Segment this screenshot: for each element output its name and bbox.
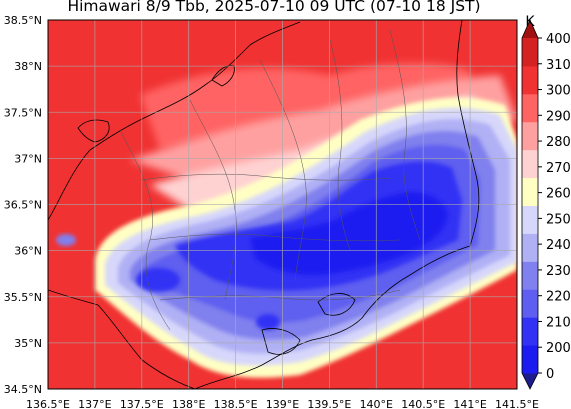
lat-tick-label: 37.5°N <box>4 106 42 119</box>
lon-tick-label: 139°E <box>266 398 299 409</box>
graticule <box>48 20 517 389</box>
lon-tick-label: 137°E <box>78 398 111 409</box>
colorbar-tick-label: 200 <box>546 341 571 356</box>
colorbar-tick-label: 230 <box>546 264 571 279</box>
colorbar-segment <box>522 317 538 346</box>
colorbar-segment <box>522 38 538 67</box>
colorbar-segment <box>522 289 538 318</box>
lat-tick-label: 38°N <box>14 60 42 73</box>
lon-tick-label: 140.5°E <box>401 398 445 409</box>
colorbar-unit-label: K <box>525 14 535 30</box>
lon-tick-label: 141°E <box>453 398 486 409</box>
lat-tick-label: 35.5°N <box>4 291 42 304</box>
lat-tick-label: 38.5°N <box>4 14 42 27</box>
lat-tick-label: 35°N <box>14 337 42 350</box>
colorbar-segment <box>522 93 538 123</box>
colorbar-tick-label: 260 <box>546 187 571 202</box>
colorbar-tick-label: 270 <box>546 161 571 176</box>
colorbar-tick-label: 400 <box>546 32 571 47</box>
colorbar-extend-high <box>522 20 538 38</box>
colorbar-extend-low <box>522 373 538 389</box>
colorbar-tick-label: 210 <box>546 315 571 330</box>
colorbar-tick-label: 300 <box>546 84 571 99</box>
lon-tick-label: 141.5°E <box>495 398 539 409</box>
colorbar: 0 200 210 220 230 240 250 260 270 280 290 300 310 400 <box>521 19 571 390</box>
lat-tick-label: 37°N <box>14 152 42 165</box>
longitude-ticks: 136.5°E 137°E 137.5°E 138°E 138.5°E 139°E 139.… <box>26 398 539 409</box>
colorbar-segment <box>522 261 538 290</box>
colorbar-segment <box>522 121 538 151</box>
colorbar-tick-label: 220 <box>546 290 571 305</box>
lon-tick-label: 137.5°E <box>120 398 164 409</box>
colorbar-tick-label: 280 <box>546 135 571 150</box>
coastlines <box>48 20 480 389</box>
colorbar-segment <box>522 177 538 206</box>
colorbar-tick-label: 240 <box>546 238 571 253</box>
colorbar-tick-label: 310 <box>546 58 571 73</box>
lon-tick-label: 138.5°E <box>214 398 258 409</box>
lon-tick-label: 138°E <box>172 398 205 409</box>
lat-tick-label: 36.5°N <box>4 199 42 212</box>
colorbar-tick-label: 0 <box>546 367 554 382</box>
colorbar-segment <box>522 149 538 179</box>
map-title: Himawari 8/9 Tbb, 2025-07-10 09 UTC (07-… <box>67 0 481 15</box>
colorbar-tick-label: 250 <box>546 212 571 227</box>
colorbar-segment <box>522 233 538 262</box>
colorbar-segment <box>522 345 538 374</box>
lon-tick-label: 140°E <box>360 398 393 409</box>
lat-tick-label: 34.5°N <box>4 383 42 396</box>
lat-tick-label: 36°N <box>14 245 42 258</box>
latitude-ticks: 34.5°N 35°N 35.5°N 36°N 36.5°N 37°N 37.5°N 38°N… <box>4 14 42 396</box>
colorbar-segment <box>522 65 538 95</box>
lon-tick-label: 139.5°E <box>307 398 351 409</box>
brightness-temperature-map <box>48 20 517 389</box>
lon-tick-label: 136.5°E <box>26 398 70 409</box>
colorbar-tick-label: 290 <box>546 109 571 124</box>
colorbar-segment <box>522 205 538 234</box>
